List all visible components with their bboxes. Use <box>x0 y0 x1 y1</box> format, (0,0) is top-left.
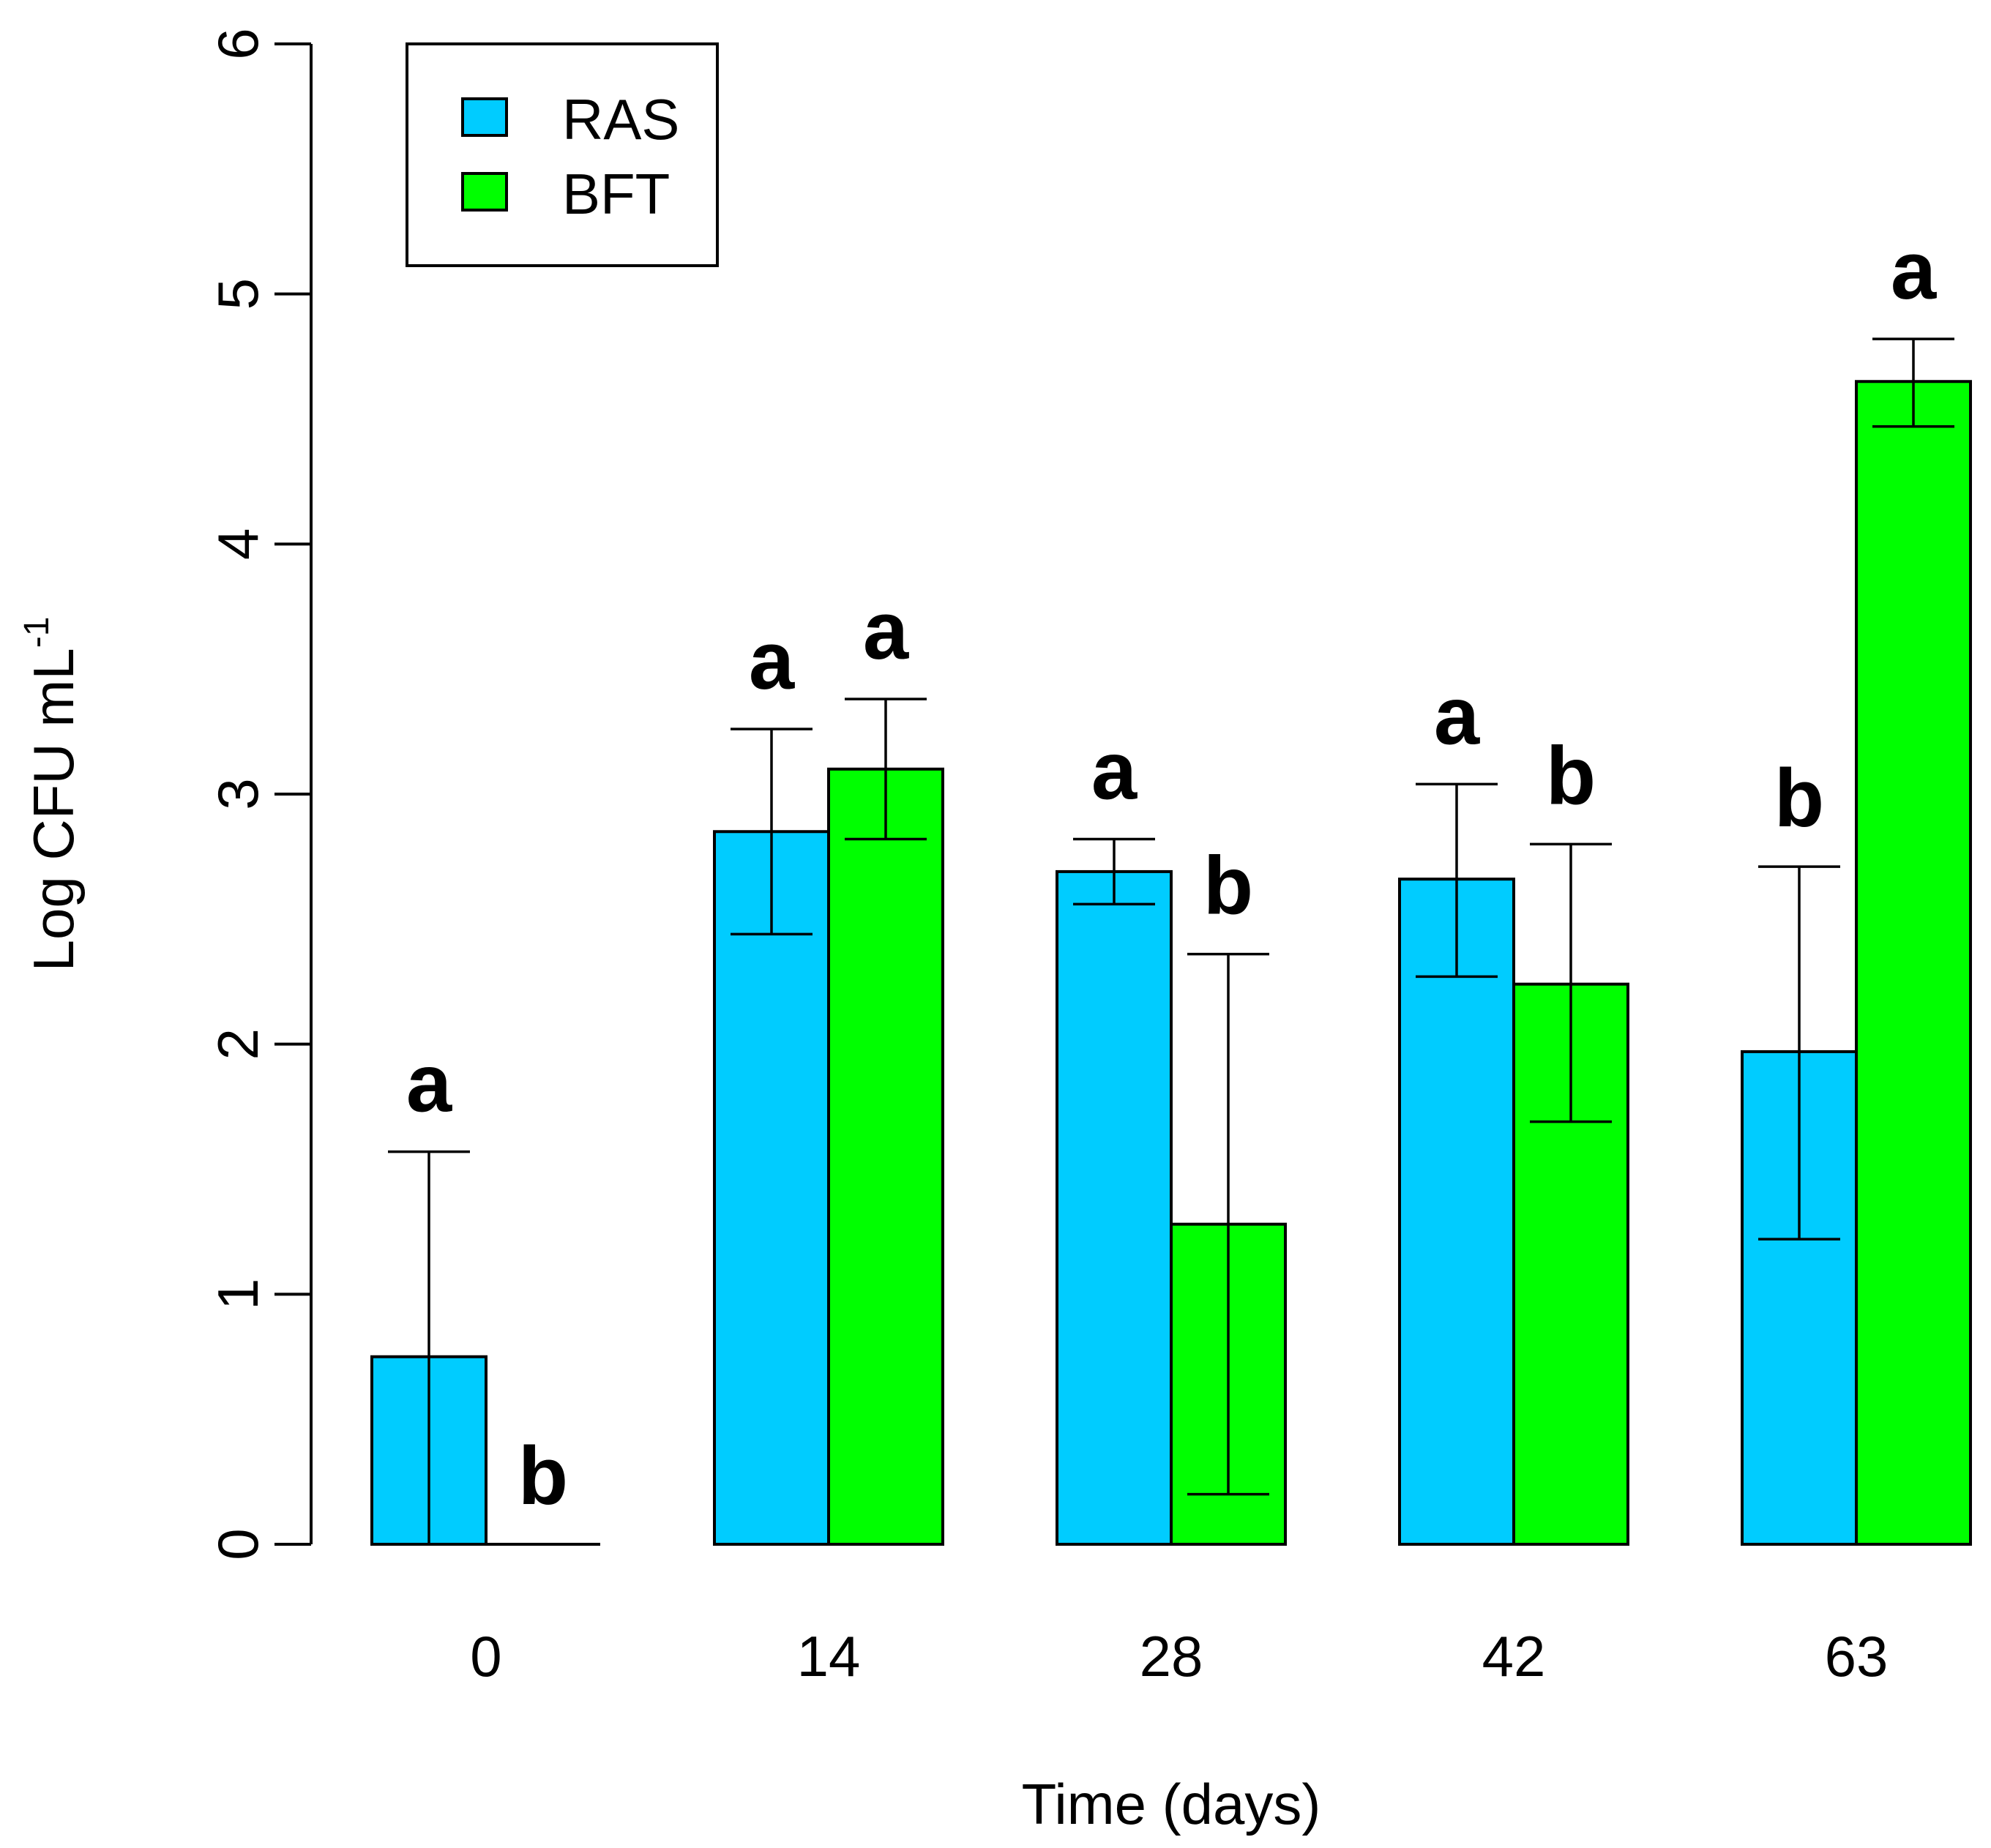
x-tick-label-14: 14 <box>797 1624 861 1688</box>
y-tick-label: 1 <box>206 1279 270 1310</box>
error-bar-ras-28 <box>1073 837 1155 906</box>
bar-ras-42 <box>1398 878 1515 1546</box>
error-bar-ras-42 <box>1416 782 1498 979</box>
legend-label-bft: BFT <box>562 162 670 226</box>
bar-ras-14 <box>713 830 830 1546</box>
y-tick-label: 4 <box>206 528 270 560</box>
error-bar-ras-0 <box>388 1150 470 1544</box>
sig-letter-ras-14: a <box>749 615 795 706</box>
y-tick-label: 0 <box>206 1528 270 1560</box>
y-axis: 0 1 2 3 4 5 6 <box>206 28 313 1560</box>
sig-letter-bft-63: a <box>1891 225 1937 316</box>
error-bar-bft-28 <box>1187 952 1269 1496</box>
sig-letter-ras-63: b <box>1774 752 1824 844</box>
y-axis-title-superscript: -1 <box>18 617 56 648</box>
sig-letter-bft-0: b <box>518 1430 568 1522</box>
error-bar-ras-14 <box>731 727 813 936</box>
legend-swatch-ras <box>461 97 508 137</box>
bars-layer <box>370 380 1972 1546</box>
y-tick-label: 6 <box>206 28 270 59</box>
x-tick-labels: 0 14 28 42 63 <box>470 1624 1888 1688</box>
y-axis-title: Log CFU mL-1 <box>18 617 86 972</box>
x-tick-label-63: 63 <box>1825 1624 1889 1688</box>
sig-letter-bft-14: a <box>863 585 909 676</box>
bar-ras-28 <box>1056 869 1173 1546</box>
x-axis-title: Time (days) <box>1022 1772 1321 1836</box>
error-bar-bft-42 <box>1530 842 1612 1123</box>
y-tick-label: 2 <box>206 1028 270 1060</box>
x-tick-label-28: 28 <box>1140 1624 1203 1688</box>
bar-bft-14 <box>827 767 944 1546</box>
x-tick-label-0: 0 <box>470 1624 501 1688</box>
legend: RAS BFT <box>406 42 719 267</box>
y-tick-label: 3 <box>206 778 270 809</box>
legend-swatch-bft <box>461 172 508 212</box>
y-tick-label: 5 <box>206 278 270 310</box>
sig-letter-bft-28: b <box>1203 840 1253 932</box>
sig-letter-ras-42: a <box>1434 670 1480 761</box>
sig-letter-ras-0: a <box>406 1038 452 1129</box>
x-tick-label-42: 42 <box>1482 1624 1546 1688</box>
error-bar-ras-63 <box>1758 865 1840 1241</box>
error-bars-layer <box>388 337 1954 1544</box>
bar-bft-63 <box>1855 380 1972 1546</box>
sig-letter-ras-28: a <box>1091 725 1138 817</box>
error-bar-bft-14 <box>845 697 927 841</box>
legend-box <box>406 42 719 267</box>
y-axis-title-main: Log CFU mL <box>21 648 86 971</box>
legend-label-ras: RAS <box>562 87 679 151</box>
sig-letter-bft-42: b <box>1546 730 1596 821</box>
error-bar-bft-63 <box>1872 337 1954 428</box>
